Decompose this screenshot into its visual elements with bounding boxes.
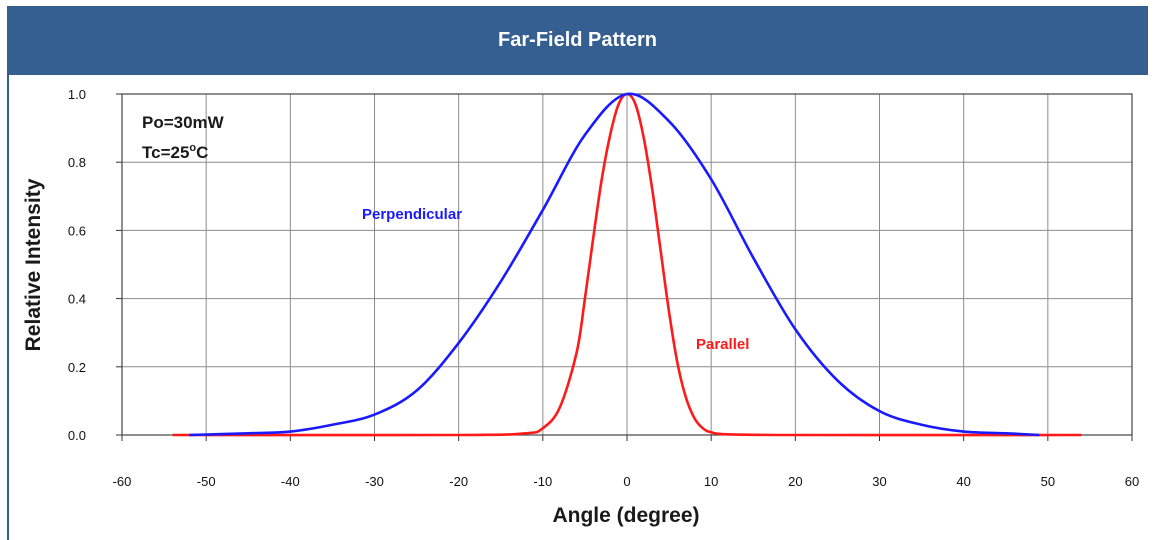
parallel-label: Parallel [696, 336, 749, 353]
x-tick-label: 40 [956, 474, 970, 489]
x-tick-label: -50 [197, 474, 216, 489]
axes [116, 93, 1133, 441]
y-tick-label: 1.0 [68, 87, 86, 102]
chart-header: Far-Field Pattern [7, 6, 1148, 75]
y-tick-label: 0.6 [68, 223, 86, 238]
x-tick-label: -20 [449, 474, 468, 489]
panel-left-border [7, 75, 9, 540]
perpendicular-label: Perpendicular [362, 206, 462, 223]
x-tick-label: -40 [281, 474, 300, 489]
x-tick-label: 50 [1041, 474, 1055, 489]
x-tick-label: 0 [623, 474, 630, 489]
series [172, 92, 1082, 437]
x-tick-label: 10 [704, 474, 718, 489]
x-tick-label: -60 [113, 474, 132, 489]
power-annotation: Po=30mW [142, 113, 225, 132]
x-tick-label: 60 [1125, 474, 1139, 489]
y-tick-label: 0.8 [68, 155, 86, 170]
grid [121, 93, 1133, 436]
y-tick-label: 0.2 [68, 360, 86, 375]
temperature-annotation: Tc=25oC [142, 142, 208, 162]
y-tick-label: 0.4 [68, 292, 86, 307]
perpendicular-series-line [189, 92, 1040, 437]
x-tick-label: -10 [533, 474, 552, 489]
tick-labels: -60 -50 -40 -30 -20 -10 0 10 20 30 40 50 60 0.0 0.2 0.4… [68, 87, 1139, 489]
x-axis-title: Angle (degree) [552, 504, 699, 527]
y-tick-label: 0.0 [68, 428, 86, 443]
chart-title: Far-Field Pattern [498, 29, 657, 51]
x-tick-label: 30 [872, 474, 886, 489]
x-tick-label: -30 [365, 474, 384, 489]
x-tick-label: 20 [788, 474, 802, 489]
y-axis-title: Relative Intensity [22, 178, 45, 351]
parallel-series-line [172, 92, 1082, 437]
